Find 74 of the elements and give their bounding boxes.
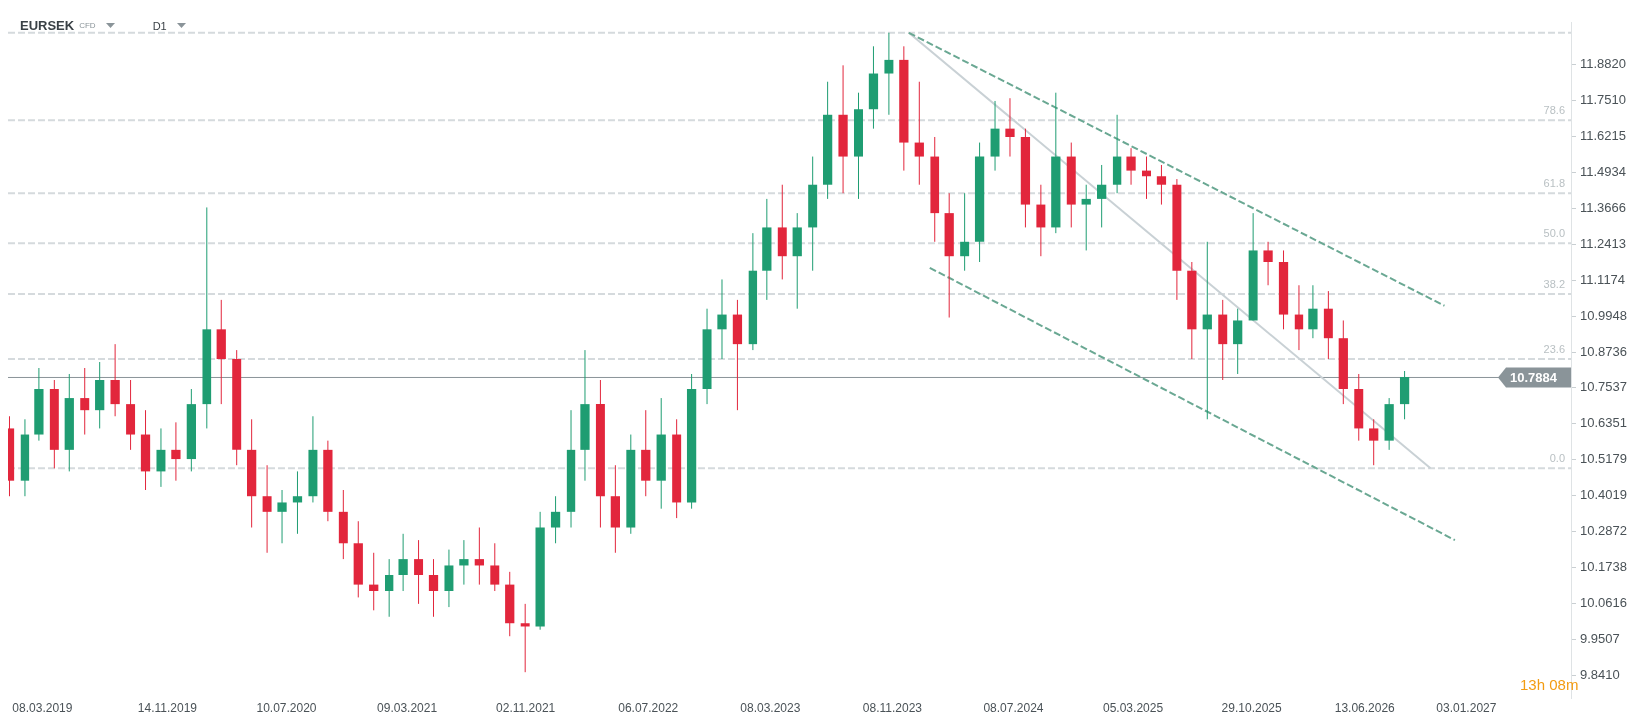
annotation: 38.2 bbox=[1543, 277, 1566, 290]
y-tick-label: 10.2872 bbox=[1580, 523, 1628, 539]
candlestick bbox=[428, 558, 439, 618]
annotation: 13h 08m bbox=[1520, 676, 1579, 693]
candlestick bbox=[1233, 308, 1243, 375]
y-tick-label: 10.9948 bbox=[1580, 307, 1628, 323]
y-tick-label: 11.6215 bbox=[1580, 128, 1627, 144]
y-tick-label: 11.1174 bbox=[1580, 271, 1626, 287]
candlestick bbox=[1005, 97, 1015, 158]
x-tick-label: 08.11.2023 bbox=[862, 701, 923, 716]
y-tick-label: 11.7510 bbox=[1580, 92, 1627, 108]
annotation: 23.6 bbox=[1543, 342, 1566, 355]
candlestick bbox=[520, 603, 530, 673]
candlestick bbox=[717, 278, 727, 360]
x-tick-label: 08.03.2023 bbox=[740, 701, 801, 716]
candlestick bbox=[292, 470, 303, 535]
x-tick-label: 02.11.2021 bbox=[496, 701, 556, 716]
candlestick bbox=[884, 32, 894, 116]
x-tick-label: 29.10.2025 bbox=[1221, 701, 1282, 716]
annotation: 50.0 bbox=[1543, 226, 1566, 239]
y-tick-label: 11.3666 bbox=[1580, 199, 1627, 215]
y-tick-label: 10.6351 bbox=[1580, 415, 1628, 431]
candlestick bbox=[1156, 164, 1167, 206]
x-tick-label: 05.03.2025 bbox=[1103, 701, 1164, 716]
candlestick bbox=[277, 489, 287, 544]
x-tick-label: 13.06.2026 bbox=[1334, 701, 1396, 716]
chart-subtitle: CFD bbox=[79, 21, 96, 30]
x-tick-label: 10.07.2020 bbox=[256, 701, 317, 716]
x-tick-label: 08.07.2024 bbox=[983, 701, 1044, 716]
y-tick-label: 9.9507 bbox=[1580, 630, 1620, 646]
candlestick bbox=[156, 427, 166, 488]
candlestick bbox=[1081, 184, 1091, 251]
x-tick-label: 09.03.2021 bbox=[377, 701, 438, 716]
candlestick bbox=[914, 81, 924, 186]
candlestick bbox=[1369, 418, 1379, 466]
candlestick bbox=[1263, 241, 1273, 286]
y-tick-label: 10.5179 bbox=[1580, 451, 1628, 467]
x-tick-label: 14.11.2019 bbox=[137, 701, 198, 716]
candlestick bbox=[960, 192, 970, 272]
y-tick-label: 10.7537 bbox=[1580, 379, 1628, 395]
candlestick bbox=[262, 464, 272, 554]
ref-line-label: 10.7884 bbox=[1510, 370, 1558, 386]
candlestick bbox=[369, 552, 379, 611]
y-tick-label: 10.1738 bbox=[1580, 559, 1628, 575]
candlestick bbox=[550, 495, 561, 544]
candlestick bbox=[398, 533, 408, 592]
chart-title: EURSEK bbox=[20, 18, 75, 33]
candlestick bbox=[384, 558, 394, 618]
y-tick-label: 11.2413 bbox=[1580, 235, 1627, 251]
candlestick bbox=[1097, 164, 1107, 228]
annotation: 78.6 bbox=[1543, 103, 1566, 116]
candlestick bbox=[490, 542, 500, 592]
candlestick bbox=[459, 539, 469, 586]
x-tick-label: 08.03.2019 bbox=[12, 701, 73, 716]
annotation: 0.0 bbox=[1549, 451, 1566, 464]
x-tick-label: 06.07.2022 bbox=[618, 701, 679, 716]
y-tick-label: 10.4019 bbox=[1580, 487, 1628, 503]
candlestick bbox=[1294, 284, 1304, 351]
y-tick-label: 10.8736 bbox=[1580, 343, 1628, 359]
candlestick bbox=[1126, 147, 1136, 186]
annotation: 61.8 bbox=[1543, 176, 1566, 189]
candlestick bbox=[171, 421, 181, 482]
candlestick bbox=[1308, 284, 1318, 339]
annotation: D1 bbox=[152, 19, 167, 32]
candlestick bbox=[414, 539, 424, 605]
candlestick bbox=[1202, 241, 1212, 420]
y-tick-label: 11.8820 bbox=[1580, 56, 1627, 72]
y-tick-label: 9.8410 bbox=[1580, 666, 1620, 682]
candlestick bbox=[1036, 184, 1046, 257]
y-tick-label: 11.4934 bbox=[1580, 164, 1627, 180]
candlestick bbox=[80, 367, 90, 436]
candlestick bbox=[474, 527, 484, 586]
x-tick-label: 03.01.2027 bbox=[1436, 701, 1497, 716]
y-tick-label: 10.0616 bbox=[1580, 594, 1628, 610]
